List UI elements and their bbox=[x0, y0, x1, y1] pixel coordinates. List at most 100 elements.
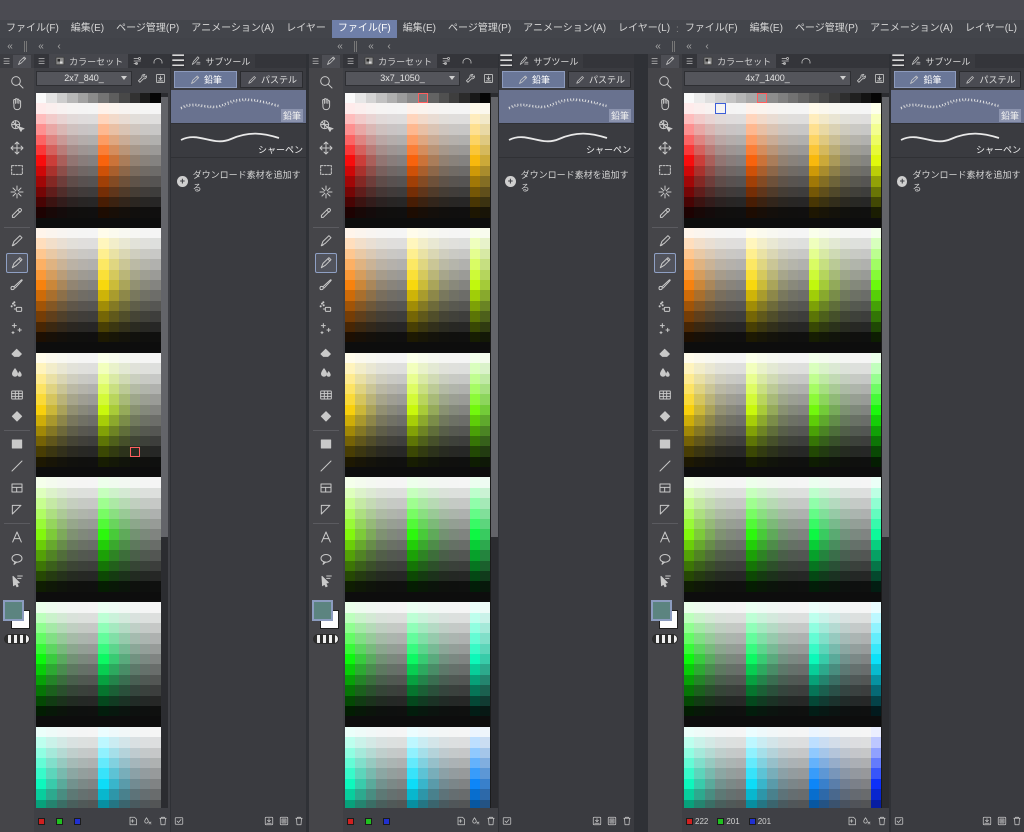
palette-cell[interactable] bbox=[129, 415, 140, 426]
palette-cell[interactable] bbox=[365, 550, 377, 561]
palette-cell[interactable] bbox=[119, 269, 130, 281]
palette-cell[interactable] bbox=[355, 238, 366, 249]
palette-cell[interactable] bbox=[150, 519, 161, 530]
palette-cell[interactable] bbox=[77, 726, 88, 738]
palette-cell[interactable] bbox=[829, 508, 840, 520]
palette-cell[interactable] bbox=[704, 124, 716, 135]
palette-cell[interactable] bbox=[46, 311, 57, 322]
palette-cell[interactable] bbox=[407, 560, 418, 571]
palette-cell[interactable] bbox=[746, 238, 757, 249]
palette-cell[interactable] bbox=[417, 269, 429, 281]
palette-cell[interactable] bbox=[396, 238, 408, 249]
palette-cell[interactable] bbox=[119, 383, 130, 395]
palette-cell[interactable] bbox=[756, 300, 768, 312]
palette-cell[interactable] bbox=[98, 103, 109, 114]
palette-cell[interactable] bbox=[139, 778, 151, 790]
palette-cell[interactable] bbox=[56, 622, 68, 634]
palette-cell[interactable] bbox=[715, 186, 726, 197]
palette-cell[interactable] bbox=[129, 539, 140, 551]
palette-cell[interactable] bbox=[725, 280, 736, 291]
palette-cell[interactable] bbox=[798, 570, 809, 582]
palette-cell[interactable] bbox=[735, 238, 747, 249]
palette-cell[interactable] bbox=[376, 529, 387, 540]
palette-cell[interactable] bbox=[860, 342, 872, 353]
palette-cell[interactable] bbox=[829, 103, 840, 114]
palette-cell[interactable] bbox=[725, 176, 736, 187]
palette-cell[interactable] bbox=[438, 674, 449, 686]
menu-item-2-2[interactable]: 編集(E) bbox=[402, 23, 437, 34]
main-color-swatch[interactable] bbox=[651, 600, 672, 621]
palette-cell[interactable] bbox=[438, 425, 449, 436]
palette-cell[interactable] bbox=[480, 716, 491, 727]
palette-cell[interactable] bbox=[108, 789, 120, 800]
palette-cell[interactable] bbox=[407, 550, 418, 561]
palette-cell[interactable] bbox=[407, 747, 418, 758]
palette-cell[interactable] bbox=[417, 207, 429, 218]
palette-cell[interactable] bbox=[850, 290, 861, 301]
palette-cell[interactable] bbox=[150, 799, 161, 808]
palette-cell[interactable] bbox=[871, 217, 882, 229]
palette-cell[interactable] bbox=[756, 259, 768, 270]
palette-cell[interactable] bbox=[819, 539, 830, 551]
palette-cell[interactable] bbox=[56, 155, 68, 166]
palette-cell[interactable] bbox=[808, 373, 820, 384]
palette-cell[interactable] bbox=[77, 498, 88, 509]
palette-cell[interactable] bbox=[56, 113, 68, 125]
palette-cell[interactable] bbox=[448, 633, 460, 644]
palette-cell[interactable] bbox=[77, 778, 88, 790]
palette-cell[interactable] bbox=[355, 550, 366, 561]
palette-cell[interactable] bbox=[77, 467, 88, 478]
palette-cell[interactable] bbox=[386, 124, 397, 135]
palette-cell[interactable] bbox=[480, 622, 491, 634]
palette-cell[interactable] bbox=[787, 467, 799, 478]
palette-cell[interactable] bbox=[407, 716, 418, 727]
palette-cell[interactable] bbox=[376, 155, 387, 166]
palette-cell[interactable] bbox=[56, 280, 68, 291]
palette-cell[interactable] bbox=[756, 155, 768, 166]
palette-cell[interactable] bbox=[480, 591, 491, 603]
palette-cell[interactable] bbox=[365, 383, 377, 395]
palette-cell[interactable] bbox=[355, 311, 366, 322]
palette-cell[interactable] bbox=[839, 176, 851, 187]
palette-cell[interactable] bbox=[386, 331, 397, 343]
palette-cell[interactable] bbox=[77, 789, 88, 800]
palette-cell[interactable] bbox=[850, 165, 861, 177]
palette-cell[interactable] bbox=[829, 280, 840, 291]
palette-cell[interactable] bbox=[438, 612, 449, 623]
palette-cell[interactable] bbox=[407, 342, 418, 353]
palette-cell[interactable] bbox=[56, 664, 68, 675]
palette-cell[interactable] bbox=[365, 529, 377, 540]
palette-cell[interactable] bbox=[36, 435, 47, 447]
palette-cell[interactable] bbox=[715, 415, 726, 426]
palette-cell[interactable] bbox=[684, 415, 695, 426]
palette-cell[interactable] bbox=[150, 446, 161, 457]
palette-cell[interactable] bbox=[428, 591, 439, 603]
balloon-tool[interactable] bbox=[648, 548, 682, 570]
palette-cell[interactable] bbox=[98, 300, 109, 312]
palette-cell[interactable] bbox=[860, 165, 872, 177]
palette-cell[interactable] bbox=[407, 248, 418, 260]
palette-cell[interactable] bbox=[448, 373, 460, 384]
palette-cell[interactable] bbox=[735, 352, 747, 364]
palette-cell[interactable] bbox=[386, 456, 397, 468]
palette-cell[interactable] bbox=[735, 228, 747, 239]
palette-cell[interactable] bbox=[704, 467, 716, 478]
palette-cell[interactable] bbox=[777, 93, 788, 104]
palette-cell[interactable] bbox=[756, 352, 768, 364]
palette-cell[interactable] bbox=[469, 383, 481, 395]
replace-color-button[interactable] bbox=[140, 814, 155, 829]
palette-cell[interactable] bbox=[98, 498, 109, 509]
palette-cell[interactable] bbox=[345, 716, 356, 727]
palette-cell[interactable] bbox=[46, 612, 57, 623]
palette-cell[interactable] bbox=[469, 228, 481, 239]
palette-cell[interactable] bbox=[87, 467, 99, 478]
palette-cell[interactable] bbox=[129, 373, 140, 384]
palette-cell[interactable] bbox=[77, 352, 88, 364]
palette-cell[interactable] bbox=[684, 280, 695, 291]
palette-cell[interactable] bbox=[428, 716, 439, 727]
palette-cell[interactable] bbox=[428, 477, 439, 488]
palette-cell[interactable] bbox=[438, 706, 449, 717]
palette-cell[interactable] bbox=[480, 269, 491, 281]
palette-cell[interactable] bbox=[67, 726, 78, 738]
blend-tool[interactable] bbox=[648, 362, 682, 384]
